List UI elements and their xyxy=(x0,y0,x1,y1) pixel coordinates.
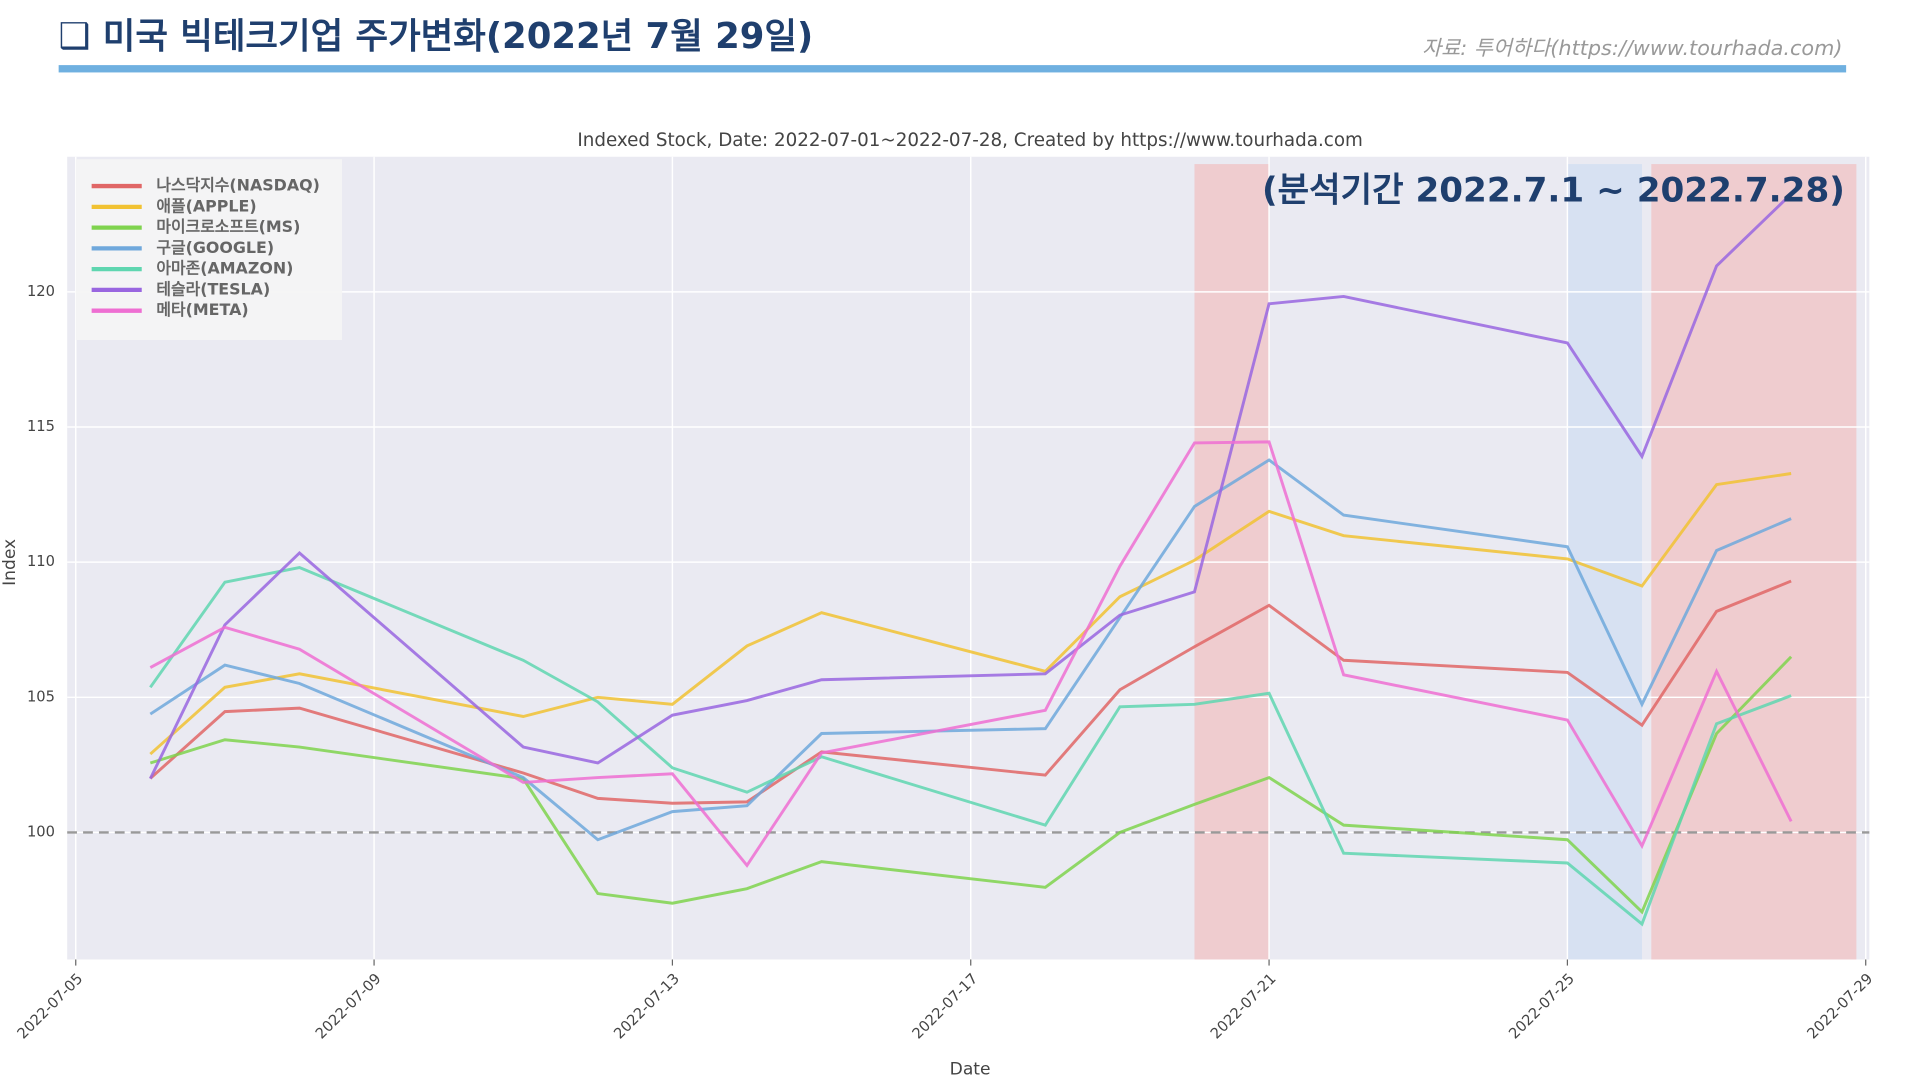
x-tick-label: 2022-07-29 xyxy=(1804,970,1876,1042)
legend-label: 구글(GOOGLE) xyxy=(156,238,274,257)
series-line xyxy=(149,458,1792,842)
series-line xyxy=(149,440,1793,868)
series-line xyxy=(149,566,1792,927)
legend-label: 메타(META) xyxy=(156,300,248,319)
legend-label: 마이크로소프트(MS) xyxy=(156,217,300,236)
series-line xyxy=(149,472,1792,756)
y-tick-label: 115 xyxy=(27,418,55,435)
y-tick-label: 110 xyxy=(27,553,55,570)
series-line xyxy=(149,192,1793,780)
source: 자료: 투어하다(https://www.tourhada.com) xyxy=(1422,36,1842,60)
x-tick-label: 2022-07-17 xyxy=(909,970,981,1042)
x-tick-label: 2022-07-05 xyxy=(14,970,86,1042)
y-axis-label: Index xyxy=(0,539,20,586)
chart-title: Indexed Stock, Date: 2022-07-01~2022-07-… xyxy=(577,130,1363,151)
legend: 나스닥지수(NASDAQ)애플(APPLE) 마이크로소프트(MS) 구글(GOOG… xyxy=(75,159,343,341)
legend-label: 나스닥지수(NASDAQ) xyxy=(156,176,320,195)
page-title: ❑ 미국 빅테크기업 주가변화(2022년 7월 29일) xyxy=(59,16,814,57)
x-tick-label: 2022-07-13 xyxy=(611,970,683,1042)
series-line xyxy=(149,655,1793,915)
x-axis-label: Date xyxy=(950,1059,991,1079)
x-tick-label: 2022-07-09 xyxy=(312,970,384,1042)
annotation: (분석기간 2022.7.1 ~ 2022.7.28) xyxy=(1262,171,1845,211)
y-tick-label: 120 xyxy=(27,283,55,300)
legend-label: 애플(APPLE) xyxy=(156,196,256,215)
y-tick-label: 105 xyxy=(27,688,55,705)
series-line xyxy=(149,579,1792,805)
x-tick-label: 2022-07-21 xyxy=(1207,970,1279,1042)
x-tick-label: 2022-07-25 xyxy=(1506,970,1578,1042)
legend-label: 테슬라(TESLA) xyxy=(156,279,270,298)
header-rule xyxy=(58,65,1847,73)
legend-label: 아마존(AMAZON) xyxy=(156,259,293,278)
y-tick-label: 100 xyxy=(27,823,55,840)
